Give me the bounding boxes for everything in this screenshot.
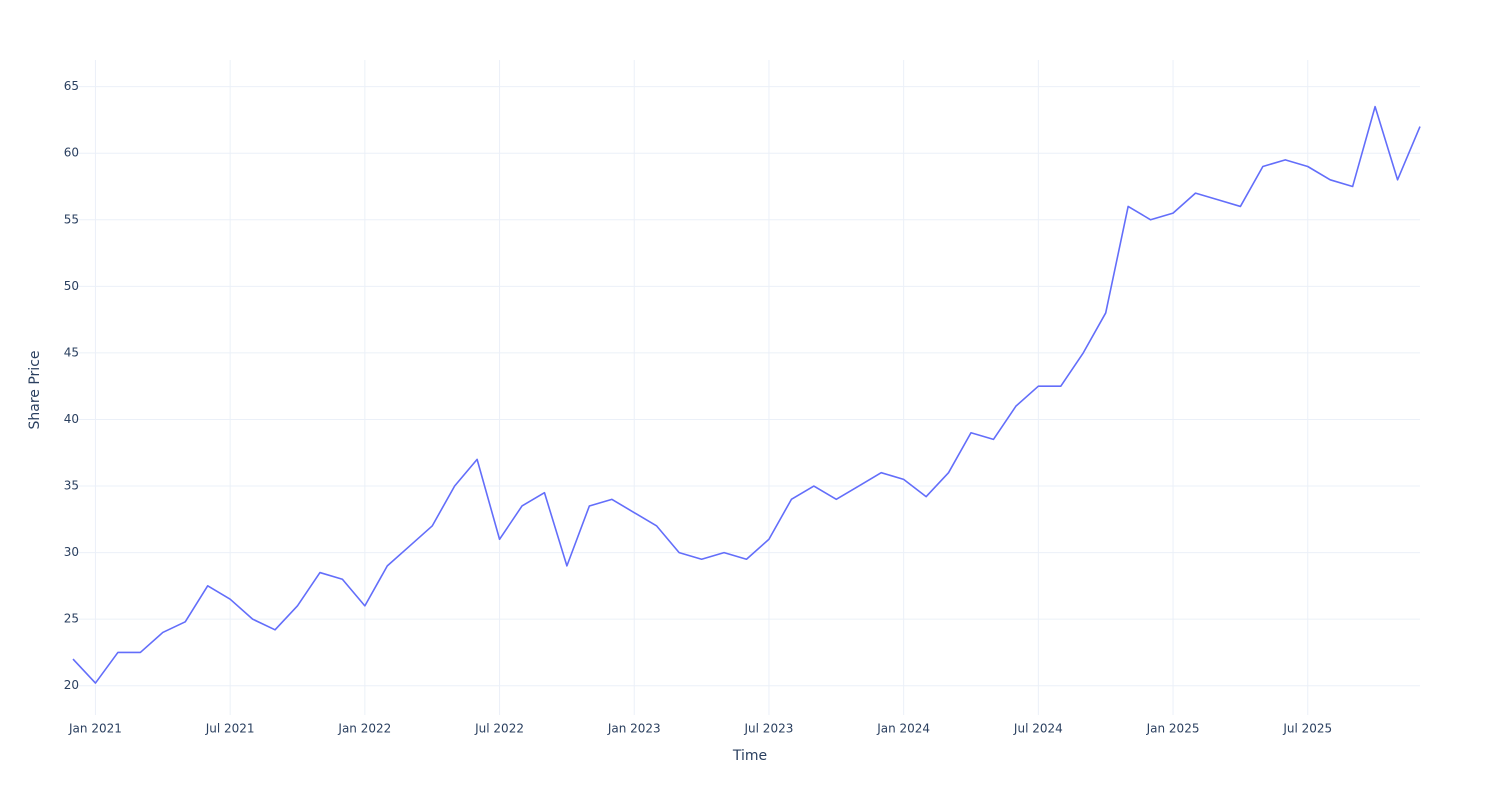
x-tick-label: Jul 2021 [205,722,255,736]
x-tick-label: Jul 2022 [474,722,524,736]
y-tick-label: 40 [64,412,79,426]
x-tick-label: Jan 2024 [876,722,930,736]
y-axis-title: Share Price [27,350,43,429]
x-tick-label: Jul 2024 [1013,722,1063,736]
y-tick-label: 30 [64,545,79,559]
y-tick-label: 55 [64,212,79,226]
y-tick-label: 35 [64,479,79,493]
price-line [72,105,1421,684]
x-tick-label: Jul 2023 [744,722,794,736]
x-tick-label: Jul 2025 [1282,722,1332,736]
x-axis-title: Time [732,748,767,764]
y-tick-label: 60 [64,146,79,160]
y-tick-label: 50 [64,279,79,293]
y-tick-label: 45 [64,345,79,359]
x-tick-label: Jan 2022 [337,722,391,736]
y-tick-label: 20 [64,678,79,692]
y-tick-label: 65 [64,79,79,93]
y-tick-label: 25 [64,612,79,626]
x-tick-label: Jan 2021 [68,722,122,736]
x-tick-label: Jan 2023 [607,722,661,736]
x-tick-label: Jan 2025 [1146,722,1200,736]
